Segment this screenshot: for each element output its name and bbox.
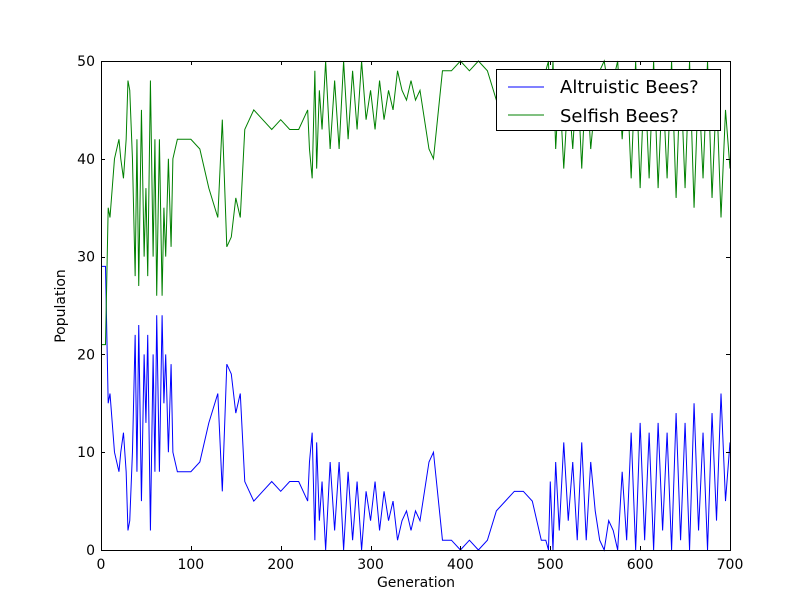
x-tick-label: 200 [267,557,294,573]
x-tick-label: 100 [177,557,204,573]
x-tick-label: 700 [717,557,744,573]
x-tick-label: 0 [97,557,106,573]
legend: Altruistic Bees? Selfish Bees? [496,69,721,131]
x-tick-label: 600 [627,557,654,573]
x-tick-label: 400 [447,557,474,573]
y-tick-label: 0 [86,543,95,559]
series-line-altruistic [101,265,731,552]
x-axis-label: Generation [377,575,455,591]
y-tick-label: 10 [77,445,95,461]
y-tick-label: 20 [77,347,95,363]
x-tick-label: 300 [357,557,384,573]
y-tick-label: 30 [77,250,95,266]
ticks-layer: 0 100 200 300 400 500 600 700 0 10 20 30 40 50 [77,54,743,573]
legend-label-selfish: Selfish Bees? [560,106,679,127]
y-tick-label: 40 [77,152,95,168]
legend-box [496,69,721,131]
y-tick-label: 50 [77,54,95,70]
plot-frame [101,61,731,551]
x-tick-label: 500 [537,557,564,573]
legend-label-altruistic: Altruistic Bees? [560,77,699,98]
y-axis-label: Population [53,269,69,343]
